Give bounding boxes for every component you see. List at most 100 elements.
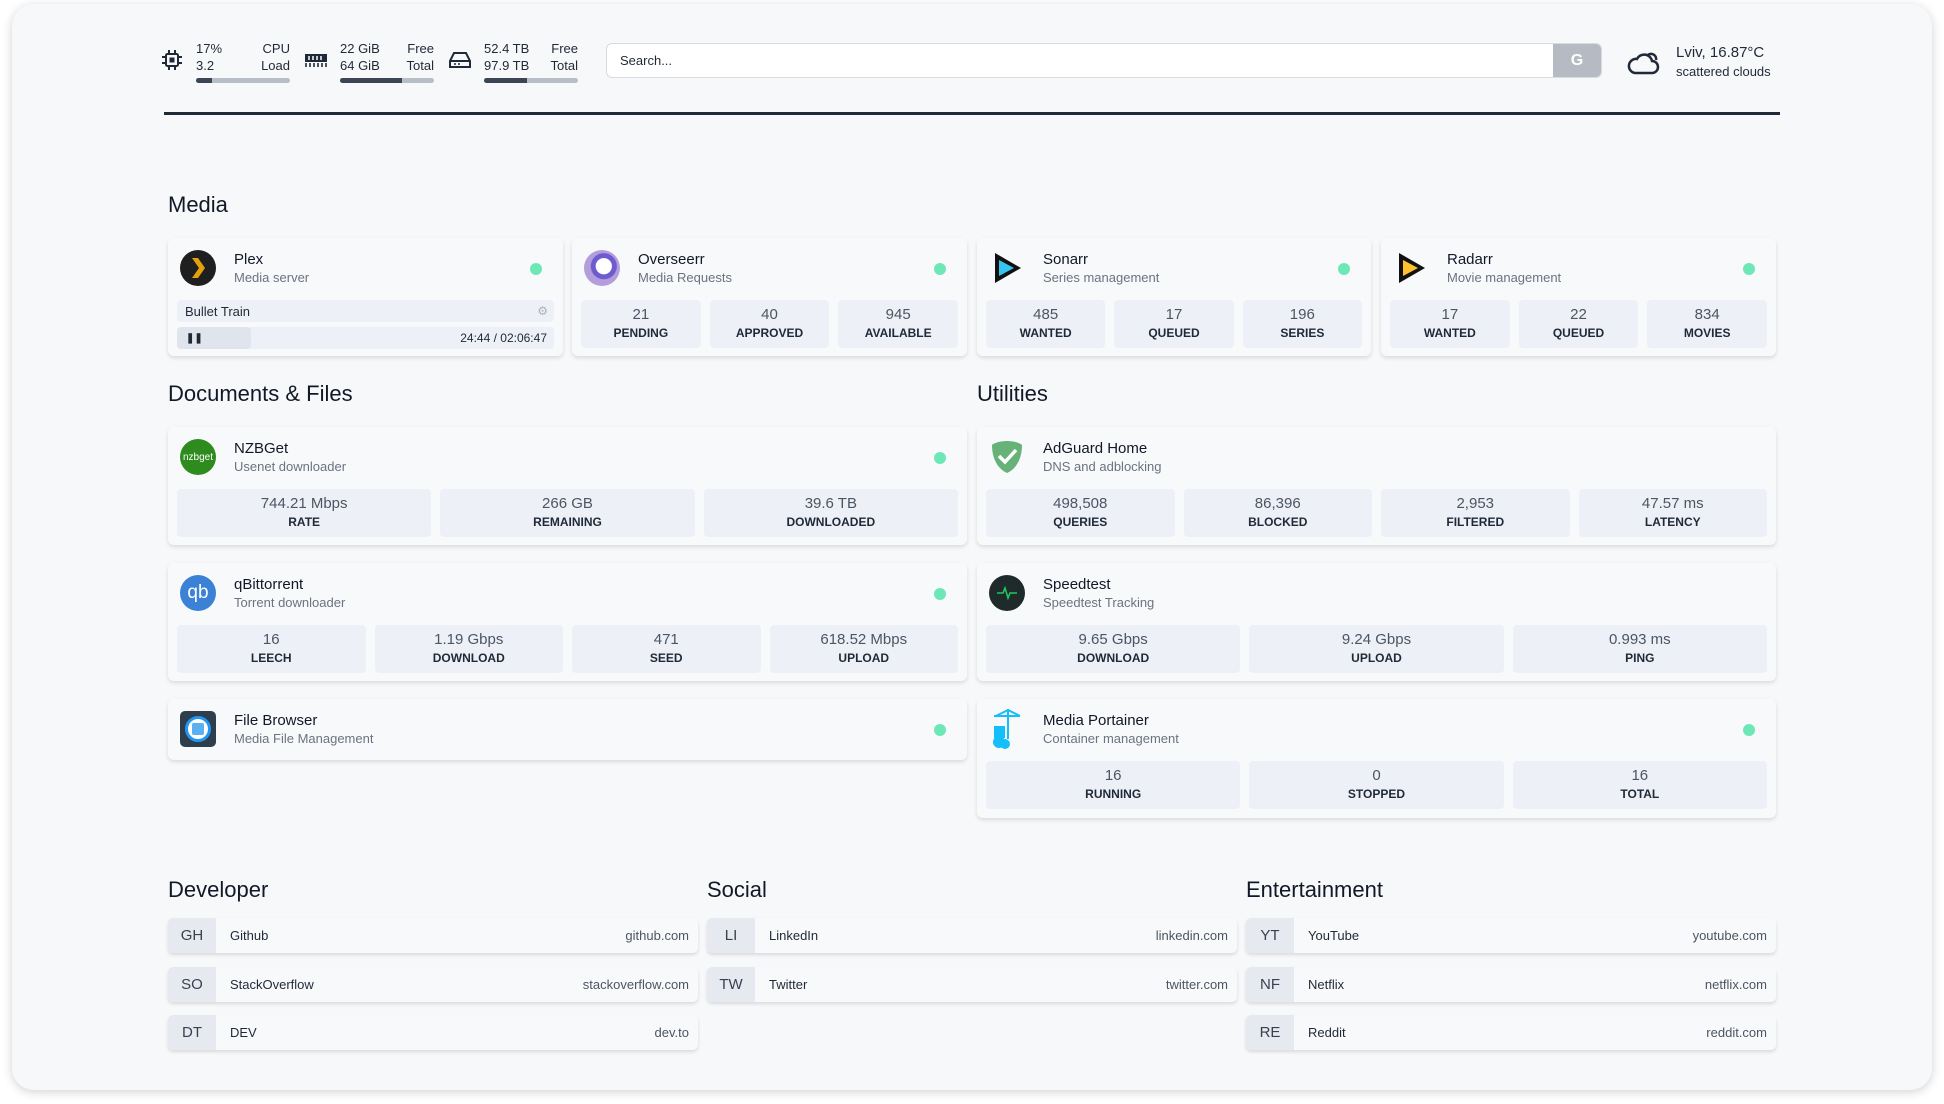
stat-value: 498,508 — [1053, 495, 1108, 512]
stat-value: 40 — [761, 306, 778, 323]
stat-label: SERIES — [1280, 326, 1325, 340]
bookmark-url: stackoverflow.com — [582, 976, 689, 992]
bookmark-stackoverflow[interactable]: SO StackOverflow stackoverflow.com — [168, 966, 698, 1002]
plex-logo-icon — [180, 250, 216, 286]
dashboard-window — [12, 4, 1932, 1090]
playback-progress[interactable]: ❚❚ 24:44 / 02:06:47 — [177, 327, 554, 349]
stat-value: 0 — [1372, 767, 1381, 784]
stat-label: WANTED — [1019, 326, 1072, 340]
status-dot — [1338, 263, 1350, 275]
stat-label: DOWNLOAD — [432, 651, 505, 665]
weather-widget: Lviv, 16.87°C scattered clouds — [1626, 44, 1771, 79]
stat-label: RATE — [288, 515, 321, 529]
stat-value: 86,396 — [1254, 495, 1301, 512]
stat-label: UPLOAD — [838, 651, 890, 665]
service-card-adguard[interactable]: AdGuard Home DNS and adblocking 498,508 QUE… — [977, 427, 1776, 545]
bookmark-name: DEV — [230, 1025, 257, 1040]
cpu-icon — [160, 48, 184, 72]
bookmark-twitter[interactable]: TW Twitter twitter.com — [707, 966, 1237, 1002]
bookmark-name: Twitter — [769, 976, 808, 992]
bookmark-name: StackOverflow — [230, 976, 314, 992]
cpu-label: CPU — [262, 41, 290, 56]
sonarr-logo-icon — [989, 250, 1025, 286]
search-input[interactable] — [607, 44, 1553, 77]
stat-value: 471 — [653, 631, 679, 648]
bookmark-reddit[interactable]: RE Reddit reddit.com — [1246, 1015, 1776, 1050]
service-description: Movie management — [1447, 270, 1562, 285]
now-playing-title: Bullet Train — [185, 303, 251, 319]
nzbget-logo-icon: nzbget — [180, 439, 216, 475]
service-name: Speedtest — [1043, 576, 1111, 593]
service-name: qBittorrent — [234, 576, 304, 593]
qbittorrent-logo-icon: qb — [180, 575, 216, 611]
stats-row: 16 LEECH 1.19 Gbps DOWNLOAD 471 SEED 618.52 Mb… — [177, 625, 958, 673]
google-search-button[interactable]: G — [1553, 44, 1601, 77]
hard-drive-icon — [448, 48, 472, 72]
stat-label: QUERIES — [1053, 515, 1108, 529]
bookmark-netflix[interactable]: NF Netflix netflix.com — [1246, 966, 1776, 1002]
stat-block: 618.52 Mbps UPLOAD — [769, 625, 958, 673]
bookmark-url: youtube.com — [1692, 928, 1767, 943]
service-name: NZBGet — [234, 440, 289, 457]
adguard-logo-icon — [989, 439, 1025, 475]
stats-row: 485 WANTED 17 QUEUED 196 SERIES — [986, 300, 1362, 348]
stat-label: SEED — [649, 651, 683, 665]
stat-block: 1.19 Gbps DOWNLOAD — [374, 625, 563, 673]
bookmark-url: dev.to — [654, 1025, 689, 1040]
status-dot — [934, 263, 946, 275]
bookmark-github[interactable]: GH Github github.com — [168, 918, 698, 953]
stat-label: QUEUED — [1552, 326, 1605, 340]
stat-block: 16 TOTAL — [1512, 761, 1767, 809]
bookmark-youtube[interactable]: YT YouTube youtube.com — [1246, 918, 1776, 953]
stat-label: DOWNLOAD — [1077, 651, 1150, 665]
stats-row: 16 RUNNING 0 STOPPED 16 TOTAL — [986, 761, 1767, 809]
stat-block: 86,396 BLOCKED — [1183, 489, 1372, 537]
service-card-qbit[interactable]: qb qBittorrent Torrent downloader 16 LEECH 1.… — [168, 563, 967, 681]
stat-label: MOVIES — [1683, 326, 1731, 340]
service-card-plex[interactable]: Plex Media server Bullet Train ⚙ ❚❚ 24:44 /… — [168, 238, 563, 356]
service-card-nzbget[interactable]: nzbget NZBGet Usenet downloader 744.21 Mbps… — [168, 427, 967, 545]
resource-widgets: 17% CPU 3.2 Load 22 GiB Free 64 GiB Total 52… — [160, 40, 592, 84]
stat-label: REMAINING — [533, 515, 602, 529]
memory-total: 64 GiB — [340, 58, 380, 73]
service-card-sonarr[interactable]: Sonarr Series management 485 WANTED 17 QUEUED… — [977, 238, 1371, 356]
bookmark-name: YouTube — [1308, 928, 1360, 943]
pause-icon[interactable]: ❚❚ — [186, 333, 203, 344]
status-dot — [934, 588, 946, 600]
stat-value: 1.19 Gbps — [434, 631, 504, 648]
stat-value: 618.52 Mbps — [820, 631, 908, 648]
stat-block: 17 WANTED — [1390, 300, 1510, 348]
bookmark-abbreviation: GH — [168, 918, 216, 953]
service-card-filebrowser[interactable]: File Browser Media File Management — [168, 699, 967, 760]
total-label: Total — [550, 58, 578, 73]
stat-label: PENDING — [613, 326, 669, 340]
stat-value: 945 — [885, 306, 911, 323]
stats-row: 9.65 Gbps DOWNLOAD 9.24 Gbps UPLOAD 0.993 ms… — [986, 625, 1767, 673]
service-card-speedtest[interactable]: Speedtest Speedtest Tracking 9.65 Gbps DOWN… — [977, 563, 1776, 681]
stat-block: 16 RUNNING — [986, 761, 1241, 809]
stats-row: 498,508 QUERIES 86,396 BLOCKED 2,953 FILTERED… — [986, 489, 1767, 537]
stats-row: 21 PENDING 40 APPROVED 945 AVAILABLE — [581, 300, 959, 348]
stat-block: 21 PENDING — [581, 300, 701, 348]
stats-row: 744.21 Mbps RATE 266 GB REMAINING 39.6 TB DOW… — [177, 489, 958, 537]
stat-value: 266 GB — [542, 495, 593, 512]
stat-value: 196 — [1289, 306, 1315, 323]
playback-time: 24:44 / 02:06:47 — [460, 331, 547, 345]
disk-widget: 52.4 TB Free 97.9 TB Total — [448, 40, 578, 83]
cloud-icon — [1627, 52, 1660, 74]
stat-block: 47.57 ms LATENCY — [1578, 489, 1767, 537]
bookmark-dev[interactable]: DT DEV dev.to — [168, 1015, 698, 1050]
service-description: Series management — [1043, 270, 1160, 285]
stat-block: 17 QUEUED — [1114, 300, 1234, 348]
bookmark-linkedin[interactable]: LI LinkedIn linkedin.com — [707, 918, 1237, 953]
service-description: Usenet downloader — [234, 459, 347, 474]
service-card-overseerr[interactable]: Overseerr Media Requests 21 PENDING 40 APPROV… — [572, 238, 967, 356]
total-label: Total — [406, 58, 434, 73]
speedtest-logo-icon — [989, 575, 1025, 611]
service-card-portainer[interactable]: Media Portainer Container management 16 RUN… — [977, 699, 1776, 818]
service-name: Radarr — [1447, 251, 1493, 268]
service-card-radarr[interactable]: Radarr Movie management 17 WANTED 22 QUEUED 83… — [1381, 238, 1776, 356]
stat-value: 47.57 ms — [1641, 495, 1704, 512]
service-name: AdGuard Home — [1043, 440, 1148, 457]
radarr-logo-icon — [1393, 250, 1429, 286]
